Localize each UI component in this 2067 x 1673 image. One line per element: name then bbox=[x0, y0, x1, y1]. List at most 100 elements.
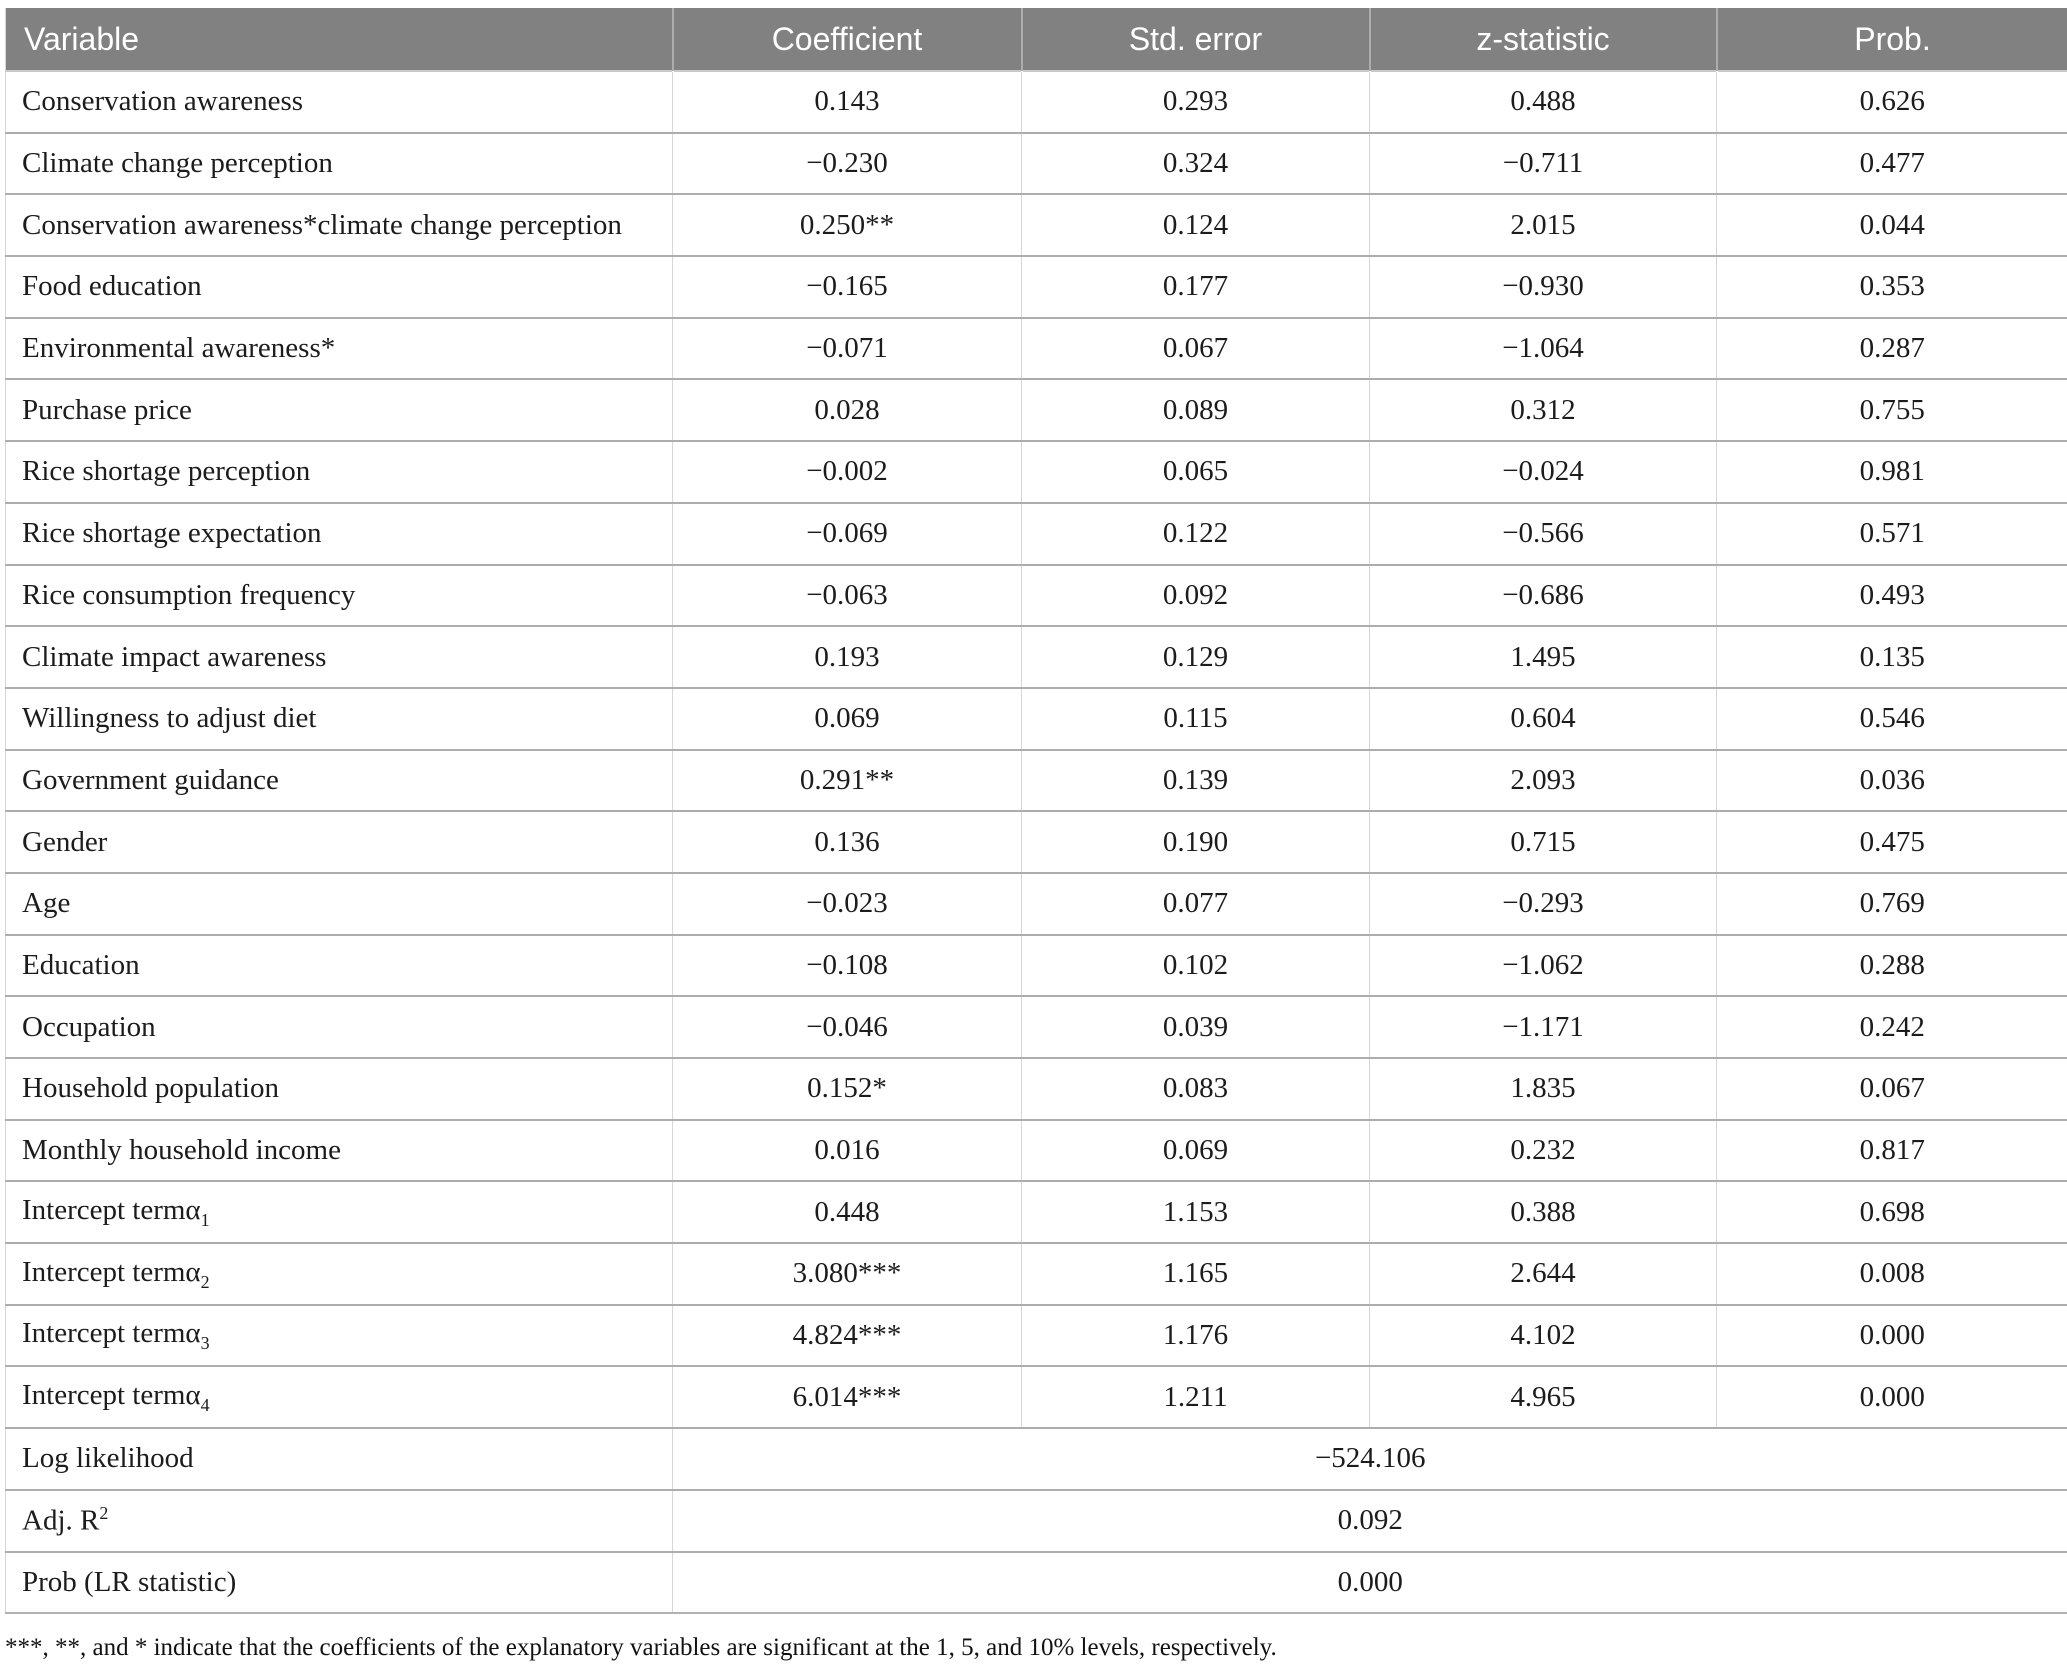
std-error-cell: 1.176 bbox=[1021, 1303, 1370, 1367]
summary-value-cell: 0.000 bbox=[672, 1550, 2067, 1614]
z-statistic-cell: −0.711 bbox=[1369, 131, 1717, 195]
variable-cell: Purchase price bbox=[5, 378, 673, 442]
variable-subscript: 4 bbox=[200, 1394, 210, 1415]
z-statistic-cell: −1.062 bbox=[1369, 933, 1717, 997]
table-row: Education −0.108 0.102 −1.062 0.288 bbox=[5, 933, 2067, 997]
coefficient-cell: −0.071 bbox=[672, 316, 1022, 380]
variable-cell: Monthly household income bbox=[5, 1118, 673, 1182]
prob-cell: 0.817 bbox=[1716, 1118, 2067, 1182]
variable-label: Intercept termα bbox=[22, 1317, 201, 1350]
z-statistic-cell: −1.171 bbox=[1369, 995, 1717, 1058]
variable-cell: Intercept termα4 bbox=[5, 1365, 673, 1429]
variable-cell: Gender bbox=[5, 810, 673, 873]
table-row: Household population 0.152* 0.083 1.835 … bbox=[5, 1057, 2067, 1120]
variable-cell: Intercept termα1 bbox=[5, 1180, 673, 1244]
regression-results-table: Variable Coefficient Std. error z-statis… bbox=[5, 8, 2067, 1615]
z-statistic-cell: 2.093 bbox=[1369, 748, 1717, 812]
z-statistic-cell: 0.604 bbox=[1369, 686, 1717, 750]
coefficient-cell: 3.080*** bbox=[672, 1242, 1022, 1305]
variable-subscript: 3 bbox=[200, 1332, 210, 1353]
regression-results-table-container: Variable Coefficient Std. error z-statis… bbox=[5, 8, 2067, 1615]
column-header-coefficient: Coefficient bbox=[671, 8, 1022, 71]
prob-cell: 0.044 bbox=[1716, 193, 2067, 257]
table-row: Intercept termα2 3.080*** 1.165 2.644 0.… bbox=[5, 1242, 2067, 1305]
coefficient-cell: 0.291** bbox=[672, 748, 1022, 812]
summary-label-cell: Prob (LR statistic) bbox=[5, 1550, 673, 1614]
z-statistic-cell: −0.293 bbox=[1369, 871, 1717, 935]
z-statistic-cell: 4.102 bbox=[1369, 1303, 1717, 1367]
prob-cell: 0.067 bbox=[1716, 1057, 2067, 1120]
std-error-cell: 0.129 bbox=[1021, 625, 1370, 688]
coefficient-cell: 0.193 bbox=[672, 625, 1022, 688]
variable-cell: Government guidance bbox=[5, 748, 673, 812]
z-statistic-cell: 0.388 bbox=[1369, 1180, 1717, 1244]
z-statistic-cell: 0.488 bbox=[1369, 70, 1717, 133]
coefficient-cell: 0.016 bbox=[672, 1118, 1022, 1182]
prob-cell: 0.981 bbox=[1716, 440, 2067, 503]
table-row: Conservation awareness*climate change pe… bbox=[5, 193, 2067, 257]
table-row: Intercept termα1 0.448 1.153 0.388 0.698 bbox=[5, 1180, 2067, 1244]
z-statistic-cell: 1.495 bbox=[1369, 625, 1717, 688]
coefficient-cell: 0.136 bbox=[672, 810, 1022, 873]
summary-label-cell: Adj. R2 bbox=[5, 1488, 673, 1552]
variable-cell: Willingness to adjust diet bbox=[5, 686, 673, 750]
summary-row-log-likelihood: Log likelihood −524.106 bbox=[5, 1427, 2067, 1490]
column-header-std-error: Std. error bbox=[1020, 8, 1370, 71]
variable-cell: Occupation bbox=[5, 995, 673, 1058]
coefficient-cell: 0.448 bbox=[672, 1180, 1022, 1244]
table-row: Intercept termα3 4.824*** 1.176 4.102 0.… bbox=[5, 1303, 2067, 1367]
table-row: Rice shortage perception −0.002 0.065 −0… bbox=[5, 440, 2067, 503]
coefficient-cell: −0.165 bbox=[672, 255, 1022, 318]
coefficient-cell: −0.230 bbox=[672, 131, 1022, 195]
table-header: Variable Coefficient Std. error z-statis… bbox=[5, 8, 2067, 71]
prob-cell: 0.287 bbox=[1716, 316, 2067, 380]
variable-cell: Conservation awareness bbox=[5, 70, 673, 133]
table-row: Occupation −0.046 0.039 −1.171 0.242 bbox=[5, 995, 2067, 1058]
variable-label: Intercept termα bbox=[22, 1378, 201, 1411]
prob-cell: 0.242 bbox=[1716, 995, 2067, 1058]
z-statistic-cell: −0.686 bbox=[1369, 563, 1717, 627]
std-error-cell: 0.092 bbox=[1021, 563, 1370, 627]
std-error-cell: 1.211 bbox=[1021, 1365, 1370, 1429]
prob-cell: 0.000 bbox=[1716, 1365, 2067, 1429]
std-error-cell: 0.065 bbox=[1021, 440, 1370, 503]
table-row: Climate change perception −0.230 0.324 −… bbox=[5, 131, 2067, 195]
coefficient-cell: 0.152* bbox=[672, 1057, 1022, 1120]
coefficient-cell: −0.069 bbox=[672, 501, 1022, 565]
table-row: Monthly household income 0.016 0.069 0.2… bbox=[5, 1118, 2067, 1182]
table-row: Rice shortage expectation −0.069 0.122 −… bbox=[5, 501, 2067, 565]
coefficient-cell: 4.824*** bbox=[672, 1303, 1022, 1367]
variable-cell: Conservation awareness*climate change pe… bbox=[5, 193, 673, 257]
coefficient-cell: −0.108 bbox=[672, 933, 1022, 997]
table-row: Age −0.023 0.077 −0.293 0.769 bbox=[5, 871, 2067, 935]
std-error-cell: 0.069 bbox=[1021, 1118, 1370, 1182]
z-statistic-cell: 2.644 bbox=[1369, 1242, 1717, 1305]
z-statistic-cell: 0.312 bbox=[1369, 378, 1717, 442]
coefficient-cell: 6.014*** bbox=[672, 1365, 1022, 1429]
z-statistic-cell: −0.024 bbox=[1369, 440, 1717, 503]
prob-cell: 0.008 bbox=[1716, 1242, 2067, 1305]
column-header-prob: Prob. bbox=[1715, 8, 2067, 71]
coefficient-cell: −0.023 bbox=[672, 871, 1022, 935]
z-statistic-cell: 2.015 bbox=[1369, 193, 1717, 257]
variable-label: Intercept termα bbox=[22, 1255, 201, 1288]
std-error-cell: 0.039 bbox=[1021, 995, 1370, 1058]
significance-footnote: ***, **, and * indicate that the coeffic… bbox=[5, 1634, 1277, 1661]
z-statistic-cell: −1.064 bbox=[1369, 316, 1717, 380]
coefficient-cell: 0.143 bbox=[672, 70, 1022, 133]
coefficient-cell: −0.063 bbox=[672, 563, 1022, 627]
std-error-cell: 0.067 bbox=[1021, 316, 1370, 380]
prob-cell: 0.353 bbox=[1716, 255, 2067, 318]
table-row: Environmental awareness* −0.071 0.067 −1… bbox=[5, 316, 2067, 380]
variable-cell: Age bbox=[5, 871, 673, 935]
table-row: Food education −0.165 0.177 −0.930 0.353 bbox=[5, 255, 2067, 318]
column-header-variable: Variable bbox=[5, 8, 673, 71]
prob-cell: 0.546 bbox=[1716, 686, 2067, 750]
prob-cell: 0.493 bbox=[1716, 563, 2067, 627]
variable-cell: Rice shortage perception bbox=[5, 440, 673, 503]
std-error-cell: 0.089 bbox=[1021, 378, 1370, 442]
table-row: Conservation awareness 0.143 0.293 0.488… bbox=[5, 70, 2067, 133]
prob-cell: 0.477 bbox=[1716, 131, 2067, 195]
column-header-z-statistic: z-statistic bbox=[1368, 8, 1717, 71]
prob-cell: 0.475 bbox=[1716, 810, 2067, 873]
